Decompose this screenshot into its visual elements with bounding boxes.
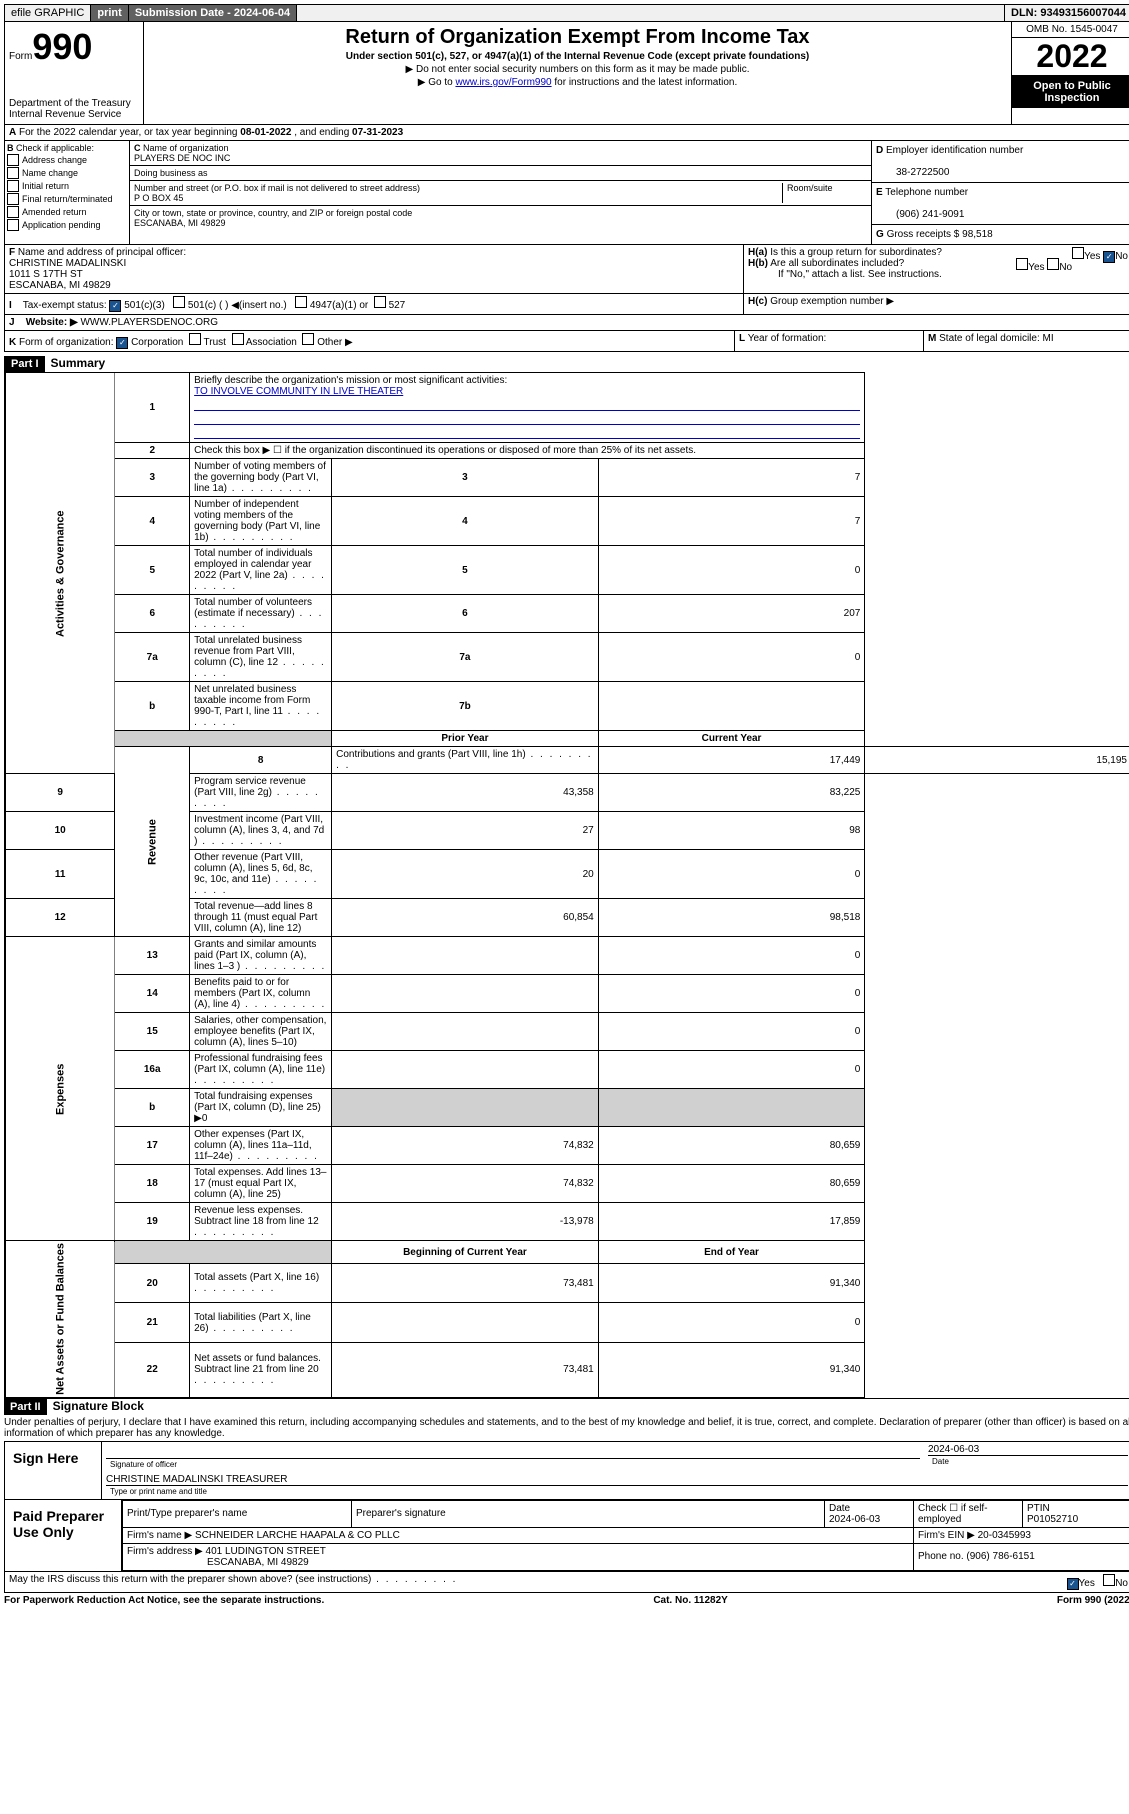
- cb-irs-yes[interactable]: ✓: [1067, 1578, 1079, 1590]
- sig-date: 2024-06-03: [928, 1444, 1128, 1455]
- row-f-h: F Name and address of principal officer:…: [4, 245, 1129, 294]
- cb-amended[interactable]: [7, 206, 19, 218]
- cb-corporation[interactable]: ✓: [116, 337, 128, 349]
- paid-preparer-block: Paid Preparer Use Only Print/Type prepar…: [4, 1500, 1129, 1572]
- table-row: 19Revenue less expenses. Subtract line 1…: [6, 1203, 1129, 1241]
- firm-name: SCHNEIDER LARCHE HAAPALA & CO PLLC: [195, 1530, 400, 1541]
- cb-final-return[interactable]: [7, 193, 19, 205]
- dept-label: Department of the Treasury Internal Reve…: [9, 98, 139, 120]
- summary-table: Activities & Governance 1 Briefly descri…: [5, 372, 1129, 1398]
- table-row: 17Other expenses (Part IX, column (A), l…: [6, 1127, 1129, 1165]
- irs-link[interactable]: www.irs.gov/Form990: [455, 77, 551, 88]
- section-b: B Check if applicable: Address change Na…: [5, 141, 130, 244]
- submission-date: Submission Date - 2024-06-04: [129, 5, 297, 21]
- side-net: Net Assets or Fund Balances: [6, 1241, 115, 1398]
- mission[interactable]: TO INVOLVE COMMUNITY IN LIVE THEATER: [194, 386, 403, 397]
- side-revenue: Revenue: [115, 747, 190, 937]
- form-label: Form: [9, 51, 32, 62]
- table-row: 20Total assets (Part X, line 16)73,48191…: [6, 1264, 1129, 1303]
- form-subtitle: Under section 501(c), 527, or 4947(a)(1)…: [148, 51, 1007, 62]
- domicile-state: MI: [1043, 333, 1054, 344]
- side-expenses: Expenses: [6, 937, 115, 1241]
- footer: For Paperwork Reduction Act Notice, see …: [4, 1593, 1129, 1608]
- cb-501c3[interactable]: ✓: [109, 300, 121, 312]
- may-irs-row: May the IRS discuss this return with the…: [4, 1572, 1129, 1593]
- table-row: 16aProfessional fundraising fees (Part I…: [6, 1051, 1129, 1089]
- declaration: Under penalties of perjury, I declare th…: [4, 1415, 1129, 1441]
- form-header: Form990 Department of the Treasury Inter…: [4, 22, 1129, 125]
- table-row: 14Benefits paid to or for members (Part …: [6, 975, 1129, 1013]
- org-name: PLAYERS DE NOC INC: [134, 153, 230, 163]
- table-row: 7aTotal unrelated business revenue from …: [6, 633, 1129, 682]
- officer-name: CHRISTINE MADALINSKI: [9, 258, 126, 269]
- firm-phone: (906) 786-6151: [966, 1551, 1034, 1562]
- top-toolbar: efile GRAPHIC print Submission Date - 20…: [4, 4, 1129, 22]
- row-klm: K Form of organization: ✓ Corporation Tr…: [4, 331, 1129, 352]
- row-j: J Website: ▶ WWW.PLAYERSDENOC.ORG: [4, 315, 1129, 331]
- firm-ein: 20-0345993: [978, 1530, 1031, 1541]
- tax-year: 2022: [1012, 38, 1129, 76]
- org-city: ESCANABA, MI 49829: [134, 218, 226, 228]
- open-public: Open to Public Inspection: [1012, 76, 1129, 108]
- cb-irs-no[interactable]: [1103, 1574, 1115, 1586]
- ptin: P01052710: [1027, 1514, 1078, 1525]
- cb-initial-return[interactable]: [7, 180, 19, 192]
- table-row: 5Total number of individuals employed in…: [6, 546, 1129, 595]
- omb-number: OMB No. 1545-0047: [1012, 22, 1129, 38]
- table-row: 18Total expenses. Add lines 13–17 (must …: [6, 1165, 1129, 1203]
- goto-note: ▶ Go to www.irs.gov/Form990 for instruct…: [148, 77, 1007, 88]
- sign-here-block: Sign Here Signature of officer 2024-06-0…: [4, 1441, 1129, 1500]
- section-a-tax-year: A For the 2022 calendar year, or tax yea…: [4, 125, 1129, 141]
- table-row: 3Number of voting members of the governi…: [6, 459, 1129, 497]
- phone: (906) 241-9091: [876, 209, 964, 220]
- table-row: 15Salaries, other compensation, employee…: [6, 1013, 1129, 1051]
- table-row: 21Total liabilities (Part X, line 26)0: [6, 1303, 1129, 1342]
- cb-name-change[interactable]: [7, 167, 19, 179]
- table-row: 22Net assets or fund balances. Subtract …: [6, 1342, 1129, 1397]
- table-row: bTotal fundraising expenses (Part IX, co…: [6, 1089, 1129, 1127]
- ein: 38-2722500: [876, 167, 949, 178]
- form-number: 990: [32, 26, 92, 67]
- cb-app-pending[interactable]: [7, 219, 19, 231]
- entity-block: B Check if applicable: Address change Na…: [4, 141, 1129, 245]
- org-address: P O BOX 45: [134, 193, 183, 203]
- officer-name-title: CHRISTINE MADALINSKI TREASURER: [106, 1474, 1128, 1485]
- part-1: Part ISummary Activities & Governance 1 …: [4, 356, 1129, 1399]
- website: WWW.PLAYERSDENOC.ORG: [80, 317, 218, 328]
- section-c: C Name of organization PLAYERS DE NOC IN…: [130, 141, 871, 244]
- table-row: 4Number of independent voting members of…: [6, 497, 1129, 546]
- ssn-note: Do not enter social security numbers on …: [148, 64, 1007, 75]
- print-button[interactable]: print: [91, 5, 128, 21]
- section-de: D Employer identification number 38-2722…: [871, 141, 1129, 244]
- form-title: Return of Organization Exempt From Incom…: [148, 26, 1007, 49]
- table-row: bNet unrelated business taxable income f…: [6, 682, 1129, 731]
- dln: DLN: 93493156007044: [1004, 5, 1129, 21]
- cb-ha-no[interactable]: ✓: [1103, 251, 1115, 263]
- part-2: Part IISignature Block Under penalties o…: [4, 1399, 1129, 1593]
- row-i-hc: I Tax-exempt status: ✓ 501(c)(3) 501(c) …: [4, 294, 1129, 315]
- table-row: 6Total number of volunteers (estimate if…: [6, 595, 1129, 633]
- gross-receipts: 98,518: [962, 229, 993, 240]
- efile-label: efile GRAPHIC: [5, 5, 91, 21]
- cb-address-change[interactable]: [7, 154, 19, 166]
- side-governance: Activities & Governance: [6, 373, 115, 774]
